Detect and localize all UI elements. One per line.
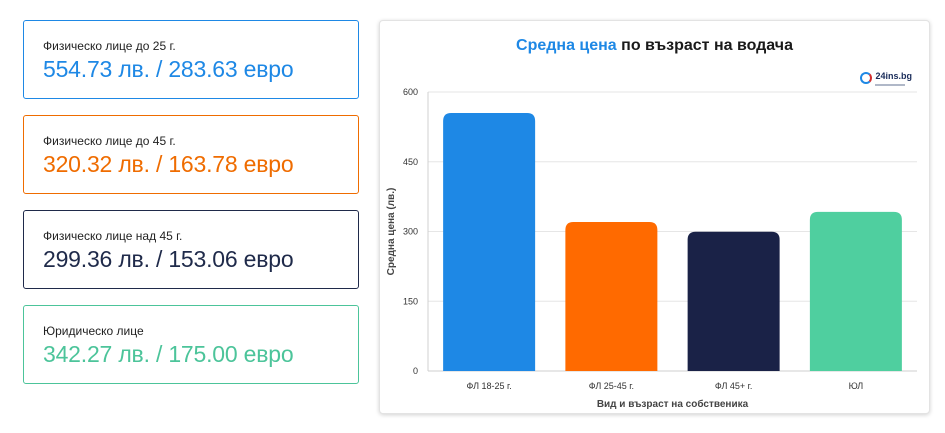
card-value: 342.27 лв. / 175.00 евро <box>43 341 294 367</box>
brand-logo: 24ins.bg <box>860 71 912 86</box>
bar-2 <box>565 222 658 371</box>
logo-tagline-mark <box>875 84 906 86</box>
y-tick-label: 600 <box>403 87 418 97</box>
card-label: Физическо лице над 45 г. <box>43 229 183 243</box>
chart-title-rest: по възраст на водача <box>616 37 793 54</box>
card-label: Юридическо лице <box>43 324 144 338</box>
price-card-under-25: Физическо лице до 25 г. 554.73 лв. / 283… <box>23 20 359 99</box>
chart-title-highlight: Средна цена <box>516 37 617 54</box>
card-value: 320.32 лв. / 163.78 евро <box>43 151 294 177</box>
bar-chart: 0 150 300 450 600 ФЛ 18-25 г. ФЛ 25-45 г. ФЛ 45… <box>386 87 917 410</box>
logo-icon <box>860 72 873 84</box>
price-card-over-45: Физическо лице над 45 г. 299.36 лв. / 15… <box>23 210 359 289</box>
x-tick-label: ФЛ 45+ г. <box>715 381 752 391</box>
x-tick-label: ЮЛ <box>849 381 864 391</box>
bar-3 <box>687 231 780 371</box>
chart-title: Средна цена по възраст на водача <box>380 37 929 55</box>
card-label: Физическо лице до 25 г. <box>43 39 176 53</box>
y-tick-label: 450 <box>403 157 418 167</box>
chart-panel: Средна цена по възраст на водача 24ins.b… <box>379 20 930 414</box>
y-tick-label: 300 <box>403 227 418 237</box>
bar-1 <box>443 113 536 372</box>
price-card-legal-entity: Юридическо лице 342.27 лв. / 175.00 евро <box>23 305 359 384</box>
card-value: 554.73 лв. / 283.63 евро <box>43 56 294 82</box>
y-tick-label: 150 <box>403 296 418 306</box>
price-card-under-45: Физическо лице до 45 г. 320.32 лв. / 163… <box>23 115 359 194</box>
logo-text: 24ins.bg <box>875 71 912 81</box>
card-label: Физическо лице до 45 г. <box>43 134 176 148</box>
x-axis-label: Вид и възраст на собственика <box>597 398 749 410</box>
x-tick-label: ФЛ 18-25 г. <box>467 381 512 391</box>
y-axis-label: Средна цена (лв.) <box>386 188 397 276</box>
y-tick-label: 0 <box>413 366 418 376</box>
bar-4 <box>809 211 902 371</box>
x-tick-label: ФЛ 25-45 г. <box>589 381 634 391</box>
card-value: 299.36 лв. / 153.06 евро <box>43 246 294 272</box>
